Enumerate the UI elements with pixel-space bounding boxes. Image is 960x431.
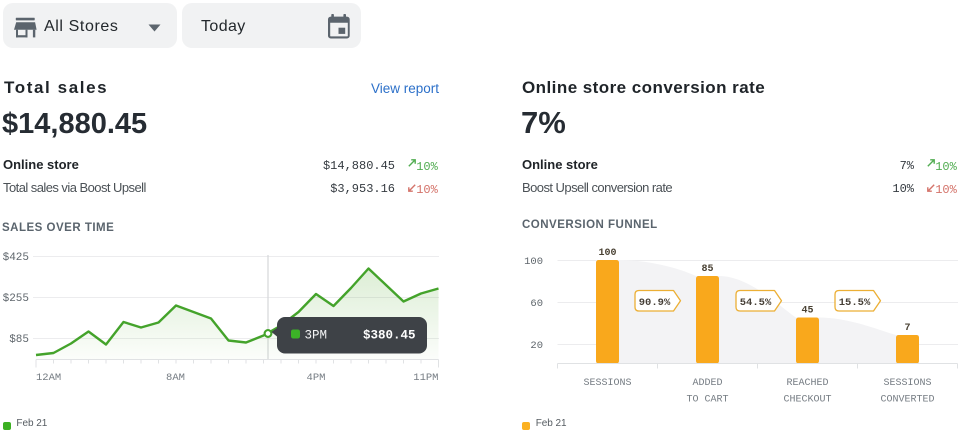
- svg-text:3PM: 3PM: [305, 329, 328, 343]
- svg-text:7: 7: [904, 323, 910, 334]
- svg-text:12AM: 12AM: [36, 372, 61, 384]
- svg-text:100: 100: [524, 256, 543, 268]
- svg-text:ADDED: ADDED: [692, 378, 722, 389]
- svg-text:100: 100: [598, 248, 616, 259]
- svg-text:60: 60: [530, 298, 543, 310]
- svg-text:4PM: 4PM: [307, 372, 326, 384]
- svg-text:CHECKOUT: CHECKOUT: [783, 395, 831, 406]
- svg-text:SESSIONS: SESSIONS: [583, 378, 631, 389]
- svg-text:$255: $255: [3, 293, 29, 305]
- svg-text:20: 20: [530, 340, 543, 352]
- svg-text:45: 45: [801, 306, 813, 317]
- svg-text:11PM: 11PM: [413, 372, 438, 384]
- svg-text:CONVERTED: CONVERTED: [880, 395, 934, 406]
- svg-text:54.5%: 54.5%: [740, 297, 772, 309]
- svg-text:$85: $85: [9, 334, 29, 346]
- svg-text:SESSIONS: SESSIONS: [883, 378, 931, 389]
- svg-text:$425: $425: [3, 252, 29, 264]
- svg-text:$380.45: $380.45: [363, 329, 416, 343]
- svg-text:90.9%: 90.9%: [639, 297, 671, 309]
- svg-text:85: 85: [701, 264, 713, 275]
- svg-text:TO CART: TO CART: [686, 395, 728, 406]
- svg-text:REACHED: REACHED: [786, 378, 828, 389]
- svg-text:15.5%: 15.5%: [839, 297, 871, 309]
- svg-text:8AM: 8AM: [166, 372, 185, 384]
